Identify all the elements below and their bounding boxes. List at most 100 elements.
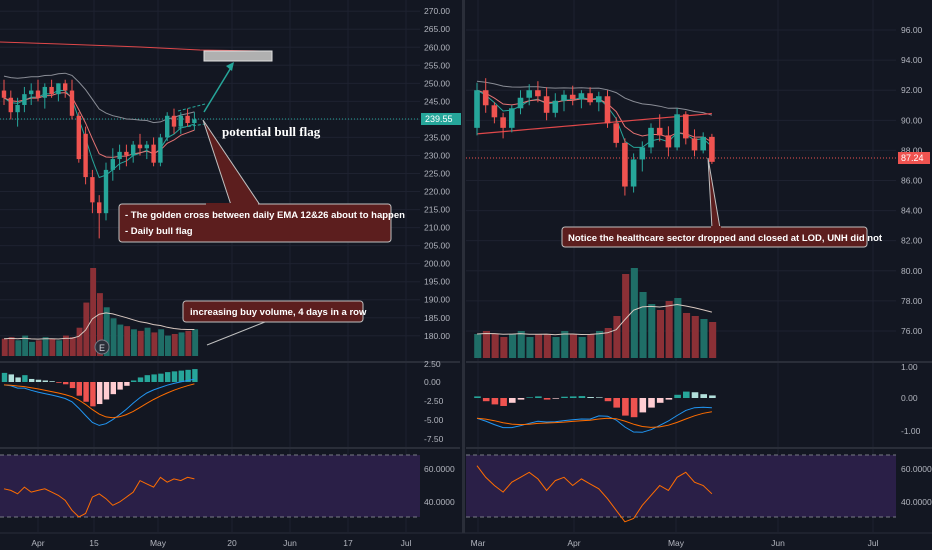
- left-candle-body: [171, 115, 177, 127]
- earnings-marker[interactable]: [94, 339, 110, 355]
- right-macd-hist-bar: [500, 398, 507, 406]
- projection-arrow: [203, 65, 233, 113]
- right-macd-hist-bar: [622, 398, 629, 416]
- right-volume-bar: [578, 337, 586, 358]
- left-macd-tick-label: -5.00: [424, 415, 444, 425]
- right-price-tick-label: 86.00: [901, 176, 923, 186]
- left-volume-bar: [192, 329, 199, 356]
- right-macd-hist-bar: [535, 396, 542, 398]
- left-last-price-tag: [421, 113, 461, 125]
- right-macd-hist-bar: [517, 398, 525, 400]
- callout-1-line-1: - The golden cross between daily EMA 12&…: [125, 210, 405, 221]
- right-candle-body: [535, 90, 541, 97]
- left-macd-hist-bar: [192, 369, 198, 382]
- right-rsi-tick-60: 60.0000: [901, 464, 932, 474]
- right-volume-bar: [587, 334, 595, 358]
- left-volume-bar: [1, 338, 8, 356]
- right-candle-body: [648, 127, 654, 148]
- left-volume-bar: [117, 324, 124, 356]
- right-ma200-line: [476, 112, 712, 135]
- left-candle-body: [158, 137, 163, 163]
- right-volume-bar: [700, 319, 708, 358]
- right-macd-hist-bar: [691, 392, 699, 398]
- right-macd-hist-bar: [526, 397, 533, 398]
- left-candle-body: [76, 115, 81, 160]
- left-rsi-tick-60: 60.0000: [424, 464, 455, 474]
- left-volume-bar: [151, 332, 158, 356]
- right-price-tick-label: 90.00: [901, 115, 923, 125]
- left-macd-hist-bar: [117, 382, 123, 390]
- left-macd-hist-bar: [185, 369, 191, 382]
- right-price-tick-label: 96.00: [901, 25, 923, 35]
- right-price-tick-label: 94.00: [901, 55, 923, 65]
- right-price-tick-label: 80.00: [901, 266, 923, 276]
- left-signal-line: [3, 383, 195, 419]
- left-time-label: Apr: [31, 538, 44, 548]
- right-volume-bar: [656, 310, 664, 358]
- left-candle-body: [110, 159, 115, 170]
- right-volume-bar: [709, 322, 717, 358]
- right-macd-hist-bar: [709, 395, 716, 398]
- left-price-tick-label: 200.00: [424, 259, 450, 269]
- left-candle-body: [97, 202, 102, 214]
- right-volume-bar: [639, 292, 647, 358]
- right-volume-bar: [517, 331, 525, 358]
- right-macd-hist-bar: [683, 391, 690, 398]
- right-volume-bar: [482, 331, 490, 358]
- left-price-tick-label: 205.00: [424, 241, 450, 251]
- left-macd-line: [3, 378, 195, 426]
- right-candle-body: [517, 97, 524, 109]
- earnings-marker-label: E: [99, 343, 105, 353]
- left-macd-hist-bar: [35, 379, 42, 382]
- right-candle-body: [482, 90, 489, 106]
- right-macd-hist-bar: [587, 397, 594, 398]
- left-time-label: 20: [227, 538, 237, 548]
- left-time-label: 17: [343, 538, 353, 548]
- left-volume-bar: [15, 340, 22, 356]
- left-rsi-line: [3, 476, 195, 518]
- right-candle-body: [526, 90, 532, 98]
- right-volume-ma-line: [476, 303, 713, 336]
- left-candle-body: [131, 144, 136, 156]
- left-candle-body: [56, 83, 61, 95]
- left-price-tick-label: 270.00: [424, 6, 450, 16]
- left-volume-bar: [22, 335, 29, 356]
- left-last-price-label: 239.55: [425, 114, 453, 124]
- right-volume-bar: [561, 331, 569, 358]
- right-candle-body: [683, 114, 689, 139]
- right-candle-body: [630, 159, 637, 187]
- right-volume-bar: [552, 337, 560, 358]
- right-volume-bar: [613, 316, 621, 358]
- left-macd-hist-bar: [76, 382, 82, 396]
- callout-3-pointer: [707, 157, 721, 229]
- left-volume-bar: [131, 329, 137, 356]
- left-time-label: Jun: [283, 538, 297, 548]
- left-macd-hist-bar: [90, 382, 96, 407]
- callout-2-pointer: [206, 319, 271, 346]
- right-volume-bar: [509, 334, 517, 358]
- right-volume-bar: [683, 313, 691, 358]
- right-volume-bar: [526, 337, 534, 358]
- annotation-layer: potential bull flag - The golden cross b…: [94, 50, 930, 355]
- left-macd-hist-bar: [8, 374, 14, 382]
- left-ma-long-line: [3, 72, 195, 124]
- right-volume-bar: [630, 268, 638, 358]
- left-macd-hist-bar: [63, 382, 69, 385]
- left-candle-body: [103, 169, 109, 214]
- right-candle-body: [700, 136, 706, 151]
- callout-2-box: [182, 300, 364, 323]
- left-macd-hist-bar: [42, 380, 48, 382]
- right-time-label: Jul: [868, 538, 879, 548]
- axis-layer: 270.00265.00260.00255.00250.00245.00240.…: [31, 6, 932, 548]
- flag-line-top: [177, 103, 206, 112]
- left-macd-hist-bar: [29, 378, 35, 382]
- right-volume-bar: [535, 334, 543, 358]
- right-rsi-band: [466, 455, 896, 517]
- left-volume-bar: [158, 329, 165, 356]
- left-candle-body: [35, 90, 41, 98]
- flag-annotation-text: potential bull flag: [222, 124, 321, 139]
- right-candle-body: [561, 94, 567, 101]
- right-volume-bar: [691, 316, 699, 358]
- left-volume-bar: [42, 337, 49, 356]
- right-macd-hist-bar: [491, 398, 499, 405]
